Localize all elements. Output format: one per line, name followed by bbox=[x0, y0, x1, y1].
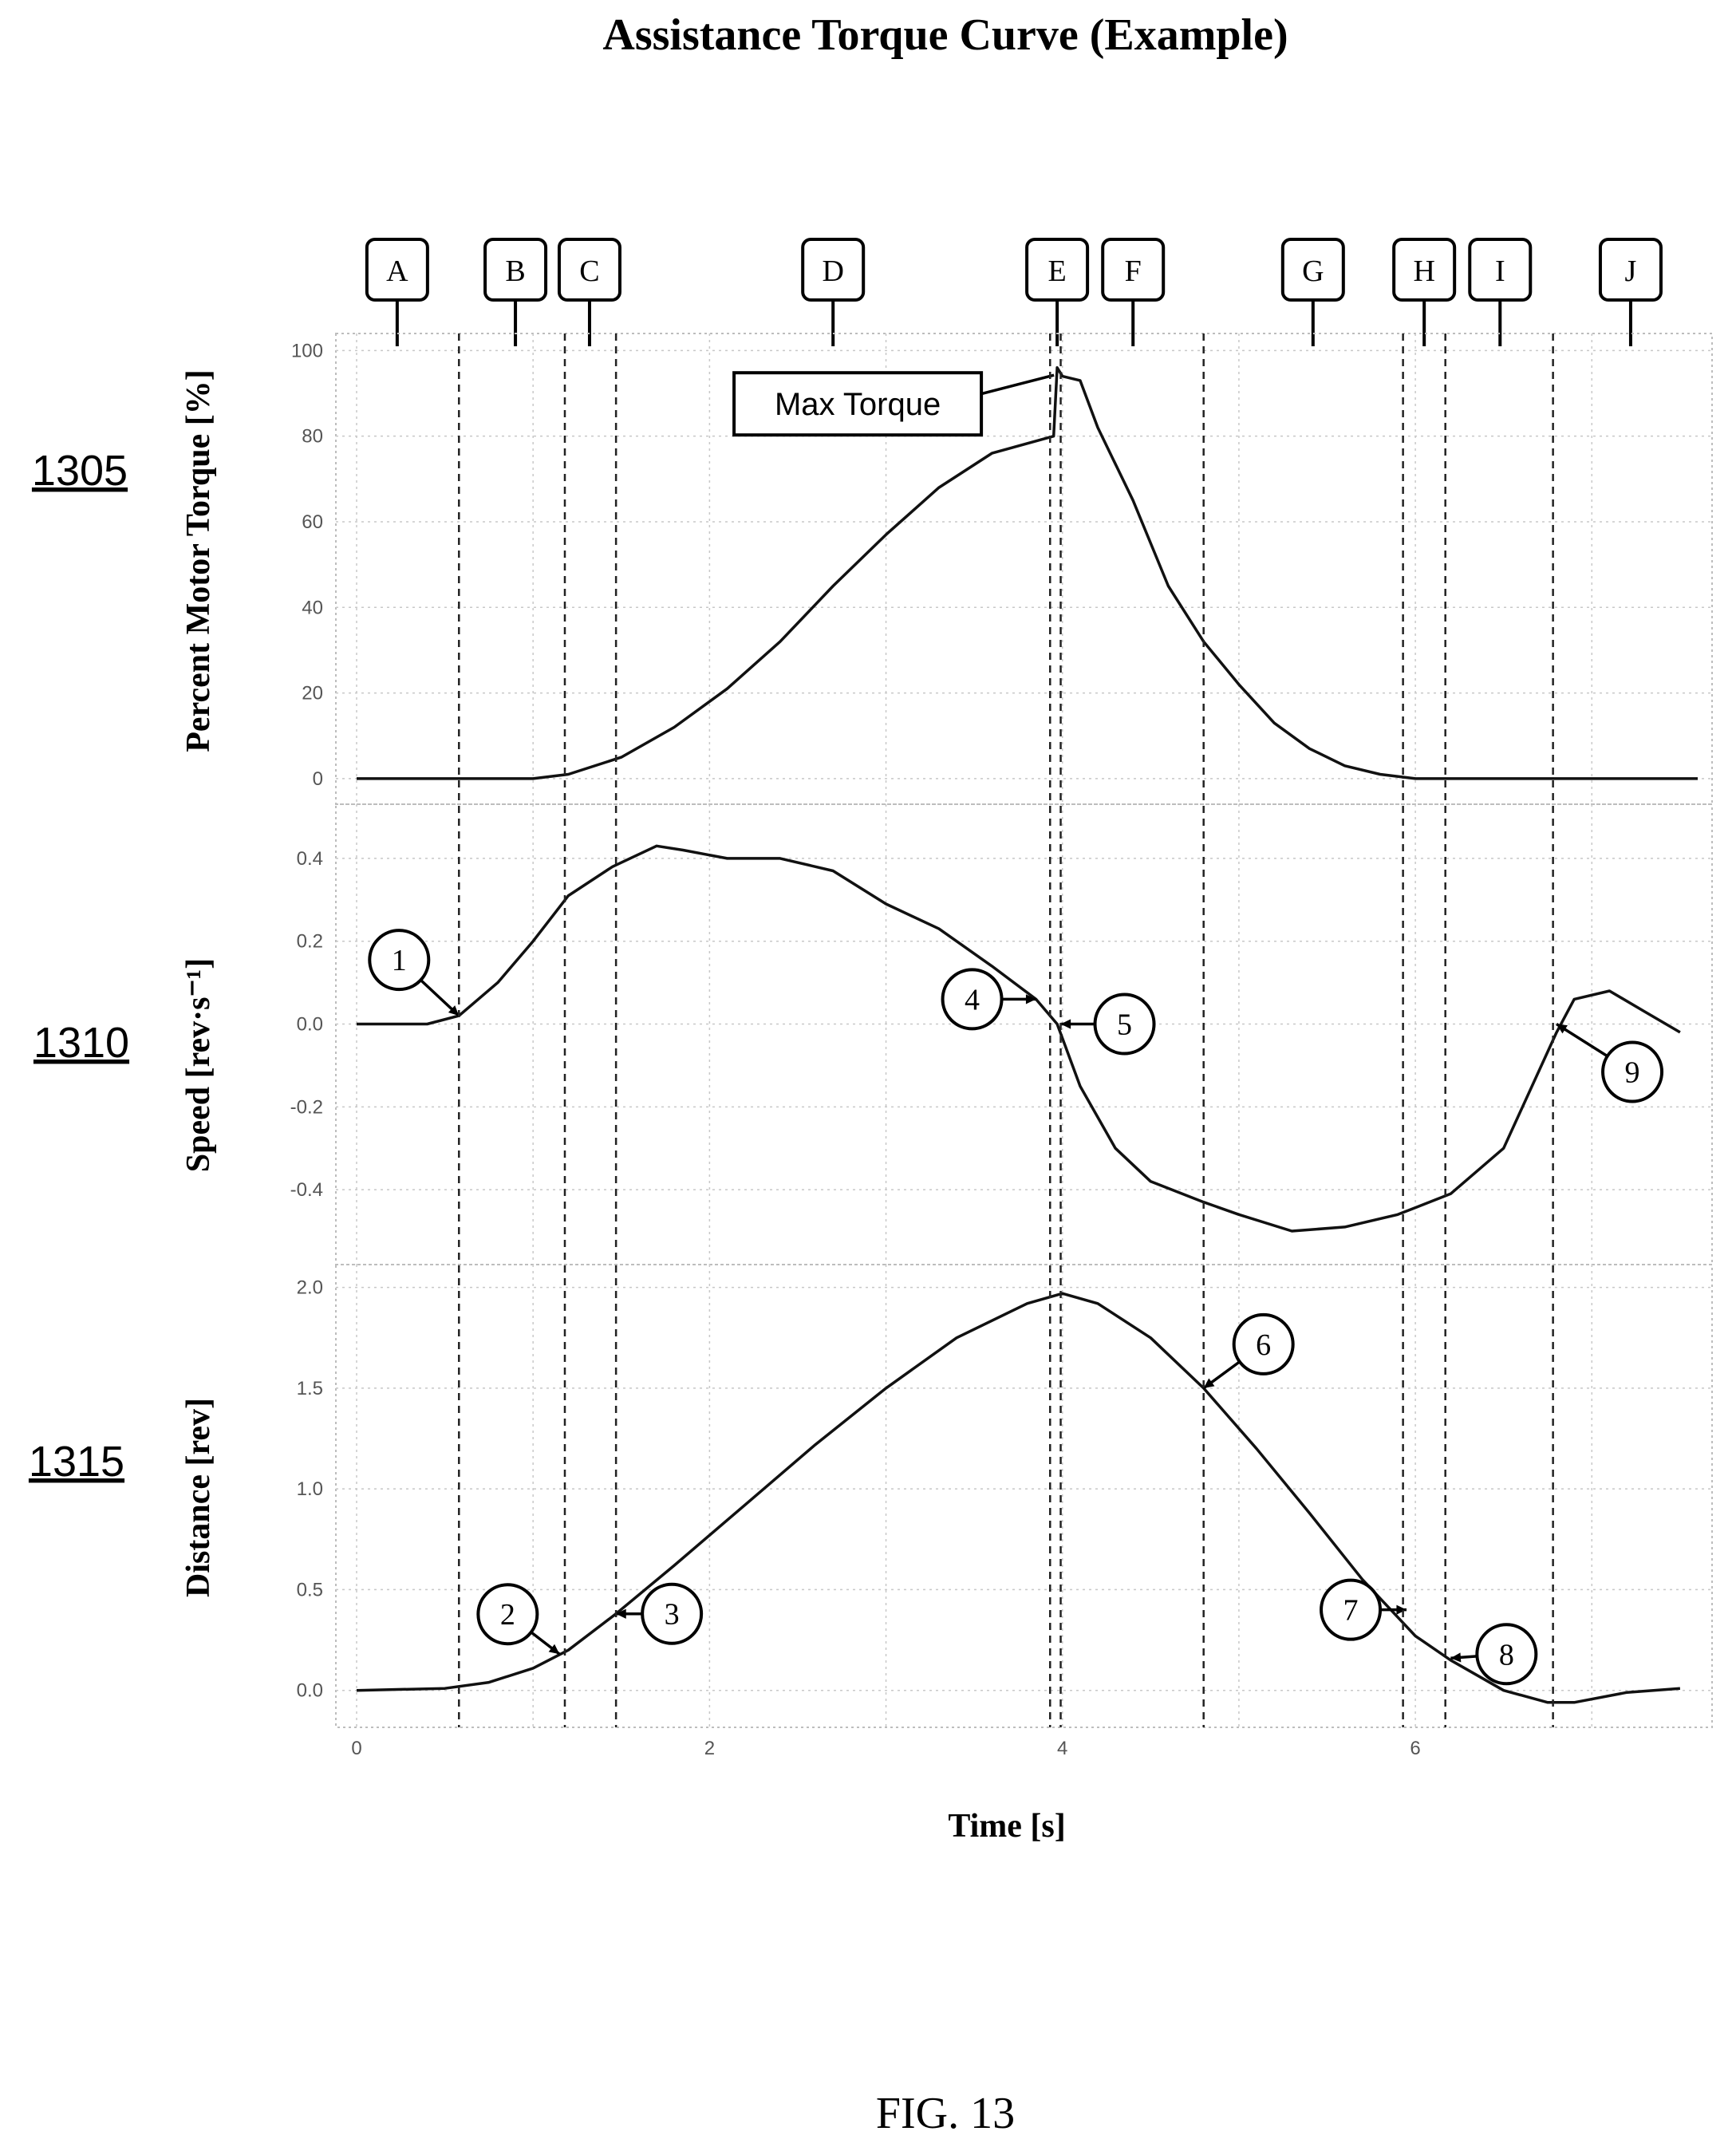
y-tick-label: 0.0 bbox=[297, 1680, 323, 1702]
svg-text:E: E bbox=[1048, 255, 1066, 288]
y-tick-label: 60 bbox=[302, 511, 323, 533]
svg-text:H: H bbox=[1413, 255, 1434, 288]
svg-text:B: B bbox=[505, 255, 525, 288]
phase-label-i: I bbox=[1468, 238, 1533, 346]
chart-title: Assistance Torque Curve (Example) bbox=[602, 10, 1288, 60]
series-line bbox=[357, 366, 1698, 780]
annotation-1: 1 bbox=[368, 929, 460, 1017]
panel-1315: 0.0 0.5 1.0 1.5 2.0 0 2 4 6 Distance [rev] 2 3 6 7 8 bbox=[180, 1264, 1713, 1759]
svg-text:A: A bbox=[386, 255, 408, 288]
annotation-7: 7 bbox=[1320, 1578, 1407, 1641]
y-tick-label: 0.4 bbox=[297, 848, 323, 870]
svg-text:7: 7 bbox=[1343, 1594, 1359, 1628]
panel-ref-1310: 1310 bbox=[34, 1019, 129, 1067]
phase-labels: A B C D E F G H I J bbox=[365, 238, 1663, 346]
svg-text:G: G bbox=[1302, 255, 1324, 288]
y-tick-label: 0.5 bbox=[297, 1579, 323, 1600]
svg-text:Max Torque: Max Torque bbox=[775, 387, 941, 422]
annotation-max-torque: Max Torque bbox=[732, 371, 1055, 437]
phase-label-d: D bbox=[801, 238, 866, 346]
annotation-2: 2 bbox=[476, 1583, 561, 1656]
y-tick-label: 100 bbox=[291, 340, 323, 361]
y-tick-label: 40 bbox=[302, 597, 323, 618]
y-axis-label: Distance [rev] bbox=[180, 1398, 217, 1597]
panel-1305: 0 20 40 60 80 100 Percent Motor Torque [%] Max … bbox=[180, 333, 1713, 805]
svg-text:8: 8 bbox=[1499, 1638, 1514, 1671]
phase-label-f: F bbox=[1101, 238, 1166, 346]
y-tick-label: 1.0 bbox=[297, 1478, 323, 1500]
annotation-4: 4 bbox=[941, 968, 1036, 1031]
x-axis-label: Time [s] bbox=[948, 1808, 1065, 1845]
series-line bbox=[357, 844, 1681, 1233]
svg-text:C: C bbox=[579, 255, 599, 288]
svg-text:I: I bbox=[1495, 255, 1505, 288]
x-tick-label: 4 bbox=[1057, 1738, 1067, 1759]
svg-text:J: J bbox=[1625, 255, 1637, 288]
svg-text:F: F bbox=[1125, 255, 1142, 288]
y-axis-label: Percent Motor Torque [%] bbox=[180, 369, 217, 752]
svg-text:1: 1 bbox=[392, 944, 407, 977]
x-tick-label: 6 bbox=[1410, 1738, 1420, 1759]
y-tick-label: -0.4 bbox=[290, 1179, 323, 1201]
phase-label-j: J bbox=[1598, 238, 1663, 346]
y-tick-label: 1.5 bbox=[297, 1378, 323, 1399]
y-tick-label: 0.2 bbox=[297, 931, 323, 953]
svg-text:3: 3 bbox=[665, 1598, 680, 1632]
plot-frame bbox=[335, 1264, 1713, 1728]
plot-frame bbox=[335, 333, 1713, 805]
svg-text:D: D bbox=[822, 255, 843, 288]
annotation-6: 6 bbox=[1202, 1312, 1295, 1390]
phase-label-g: G bbox=[1280, 238, 1345, 346]
phase-label-h: H bbox=[1392, 238, 1457, 346]
y-axis-label: Speed [rev·s⁻¹] bbox=[180, 958, 217, 1172]
phase-label-b: B bbox=[483, 238, 548, 346]
x-tick-label: 0 bbox=[351, 1738, 361, 1759]
svg-text:9: 9 bbox=[1625, 1056, 1640, 1090]
annotation-3: 3 bbox=[616, 1582, 704, 1645]
series-line bbox=[356, 1292, 1681, 1704]
svg-text:5: 5 bbox=[1117, 1008, 1132, 1042]
y-tick-label: 20 bbox=[302, 683, 323, 704]
annotation-9: 9 bbox=[1556, 1023, 1664, 1103]
phase-label-c: C bbox=[557, 238, 621, 346]
y-tick-label: 0 bbox=[313, 768, 323, 790]
svg-text:6: 6 bbox=[1256, 1328, 1271, 1362]
annotation-8: 8 bbox=[1450, 1623, 1538, 1686]
y-tick-label: 2.0 bbox=[297, 1277, 323, 1299]
x-tick-label: 2 bbox=[704, 1738, 715, 1759]
y-tick-label: -0.2 bbox=[290, 1096, 323, 1118]
svg-text:4: 4 bbox=[965, 983, 980, 1016]
annotation-5: 5 bbox=[1060, 993, 1156, 1056]
phase-label-a: A bbox=[365, 238, 429, 346]
figure-caption: FIG. 13 bbox=[876, 2089, 1015, 2138]
svg-text:2: 2 bbox=[500, 1598, 515, 1632]
y-tick-label: 0.0 bbox=[297, 1014, 323, 1036]
panel-1310: -0.4 -0.2 0.0 0.2 0.4 Speed [rev·s⁻¹] 1 4 5 9 bbox=[180, 803, 1713, 1265]
panel-ref-1315: 1315 bbox=[29, 1438, 124, 1486]
plot-frame bbox=[335, 803, 1713, 1265]
phase-boundaries bbox=[458, 333, 1554, 1727]
y-tick-label: 80 bbox=[302, 426, 323, 448]
phase-label-e: E bbox=[1025, 238, 1090, 346]
panel-ref-1305: 1305 bbox=[32, 447, 128, 495]
